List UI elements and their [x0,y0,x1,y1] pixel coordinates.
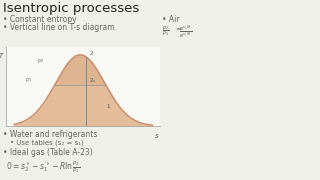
Text: $0 = s_2^\circ - s_1^\circ - R\ln\frac{p_2}{p_1}$: $0 = s_2^\circ - s_1^\circ - R\ln\frac{p… [6,160,80,176]
Text: • Use tables (s₂ = s₁): • Use tables (s₂ = s₁) [10,139,84,145]
Text: $=$: $=$ [174,25,182,31]
Text: Isentropic processes: Isentropic processes [3,2,139,15]
Text: $p_1$: $p_1$ [25,76,32,84]
Text: $1$: $1$ [106,102,111,110]
Text: $2_s$: $2_s$ [89,76,96,85]
Text: $s$: $s$ [154,132,160,140]
Text: • Air: • Air [162,15,180,24]
Text: $\frac{p_2}{p_1}$: $\frac{p_2}{p_1}$ [162,25,170,39]
Text: • Constant entropy: • Constant entropy [3,15,76,24]
Text: • Ideal gas (Table A-23): • Ideal gas (Table A-23) [3,148,93,157]
Text: • Water and refrigerants: • Water and refrigerants [3,130,97,139]
Text: $\frac{e^{s_2^\circ/R}}{e^{s_1^\circ/R}}$: $\frac{e^{s_2^\circ/R}}{e^{s_1^\circ/R}}… [179,25,192,41]
Text: $T$: $T$ [0,51,5,60]
Text: $2$: $2$ [89,49,93,57]
Text: $p_2$: $p_2$ [37,57,45,65]
Text: • Vertical line on T-s diagram: • Vertical line on T-s diagram [3,23,115,32]
